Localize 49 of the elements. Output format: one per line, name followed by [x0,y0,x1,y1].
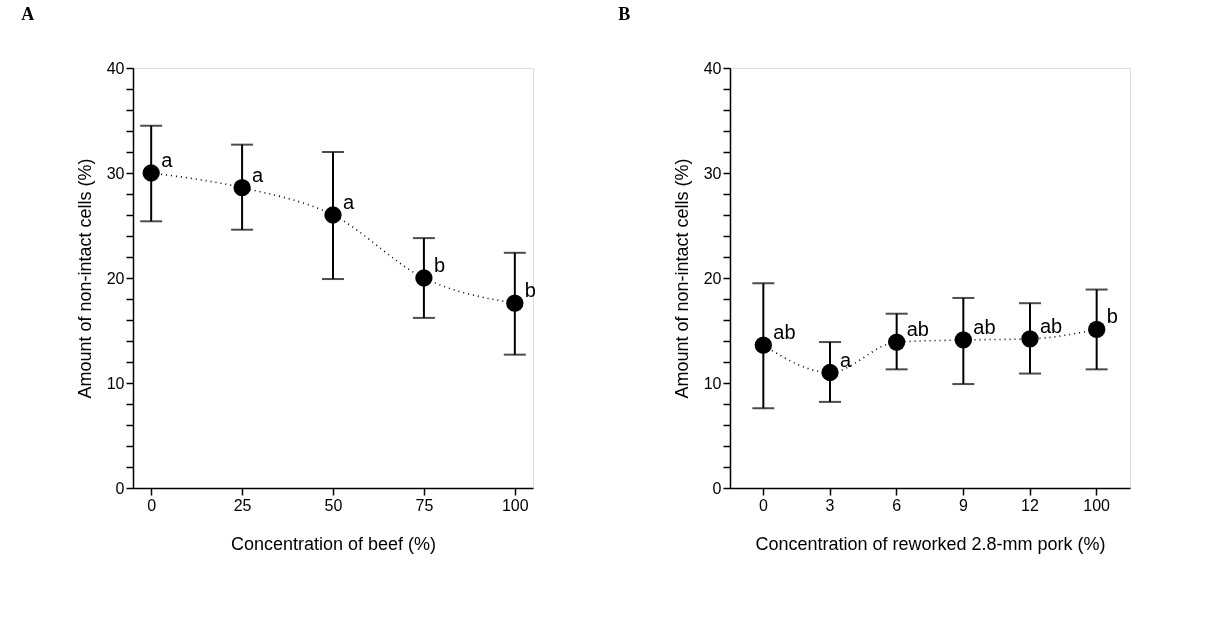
y-tick-label: 30 [703,164,722,182]
x-tick-label: 0 [147,496,157,514]
point [506,294,524,312]
x-tick-label: 12 [1021,496,1039,514]
annotation: ab [906,318,929,341]
x-tick-label: 3 [825,496,835,514]
y-tick-label: 10 [106,374,125,392]
x-tick-label: 100 [1083,496,1111,514]
x-axis-title: Concentration of reworked 2.8-mm pork (%) [755,533,1106,554]
x-tick-label: 50 [324,496,343,514]
annotation: a [161,149,174,171]
x-axis-title: Concentration of beef (%) [230,533,437,554]
x-tick-label: 100 [501,496,529,514]
annotation: b [1106,305,1118,328]
point [888,333,906,351]
chart-title: A [21,4,35,24]
point [1088,320,1106,339]
point [142,164,160,182]
x-tick-label: 9 [958,496,968,514]
chart-title: B [618,4,631,24]
point [754,336,772,354]
annotation: b [433,254,446,276]
point [415,269,433,287]
annotation: ab [973,315,996,338]
point [1021,330,1039,348]
annotation: ab [773,321,796,344]
y-axis-title: Amount of non-intact cells (%) [671,158,692,399]
y-tick-label: 10 [703,374,722,392]
x-tick-label: 75 [415,496,434,514]
x-tick-label: 6 [892,496,902,514]
annotation: ab [1040,314,1063,337]
y-tick-label: 30 [106,164,125,182]
x-tick-label: 25 [233,496,252,514]
y-tick-label: 40 [106,59,125,77]
annotation: a [343,191,355,213]
y-axis-title: Amount of non-intact cells (%) [74,158,95,399]
y-tick-label: 0 [712,479,722,497]
y-tick-label: 0 [115,479,125,497]
point [324,206,342,224]
y-tick-label: 20 [106,269,125,287]
annotation: a [252,163,265,186]
annotation: a [840,348,852,371]
point [954,331,972,349]
point [821,363,839,382]
annotation: b [524,279,536,302]
point [233,179,251,197]
y-tick-label: 40 [703,59,722,77]
x-tick-label: 0 [758,496,768,514]
y-tick-label: 20 [703,269,722,287]
